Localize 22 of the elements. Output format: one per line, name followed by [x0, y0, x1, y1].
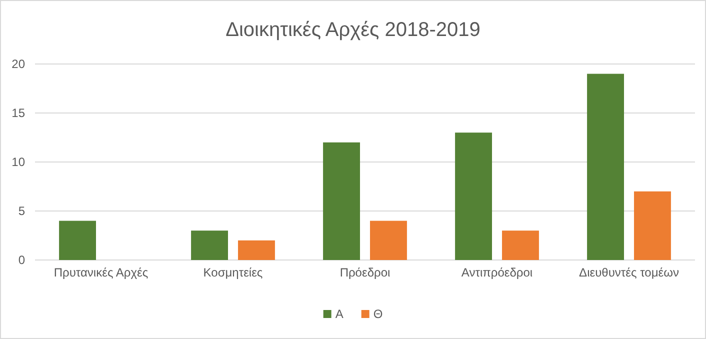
y-tick-label: 10 [12, 154, 26, 169]
x-tick-label: Πρόεδροι [340, 266, 391, 280]
x-tick-label: Διευθυντές τομέων [579, 266, 679, 280]
bar [323, 142, 360, 260]
x-tick-label: Αντιπρόεδροι [461, 266, 533, 280]
bar [238, 240, 275, 260]
x-tick-label: Πρυτανικές Αρχές [54, 266, 148, 280]
y-tick-label: 20 [12, 56, 26, 71]
legend-label: Α [335, 307, 344, 321]
bar [634, 191, 671, 260]
x-tick-label: Κοσμητείες [203, 266, 263, 280]
bar [59, 220, 96, 260]
legend-label: Θ [373, 307, 383, 321]
y-tick-label: 15 [12, 106, 26, 120]
bar [191, 230, 228, 260]
chart-title: Διοικητικές Αρχές 2018-2019 [226, 19, 480, 41]
bar [455, 132, 492, 260]
y-tick-label: 0 [18, 252, 26, 267]
bar [370, 220, 407, 260]
y-tick-label: 5 [18, 204, 26, 218]
bar [502, 230, 539, 260]
bar [587, 74, 624, 260]
